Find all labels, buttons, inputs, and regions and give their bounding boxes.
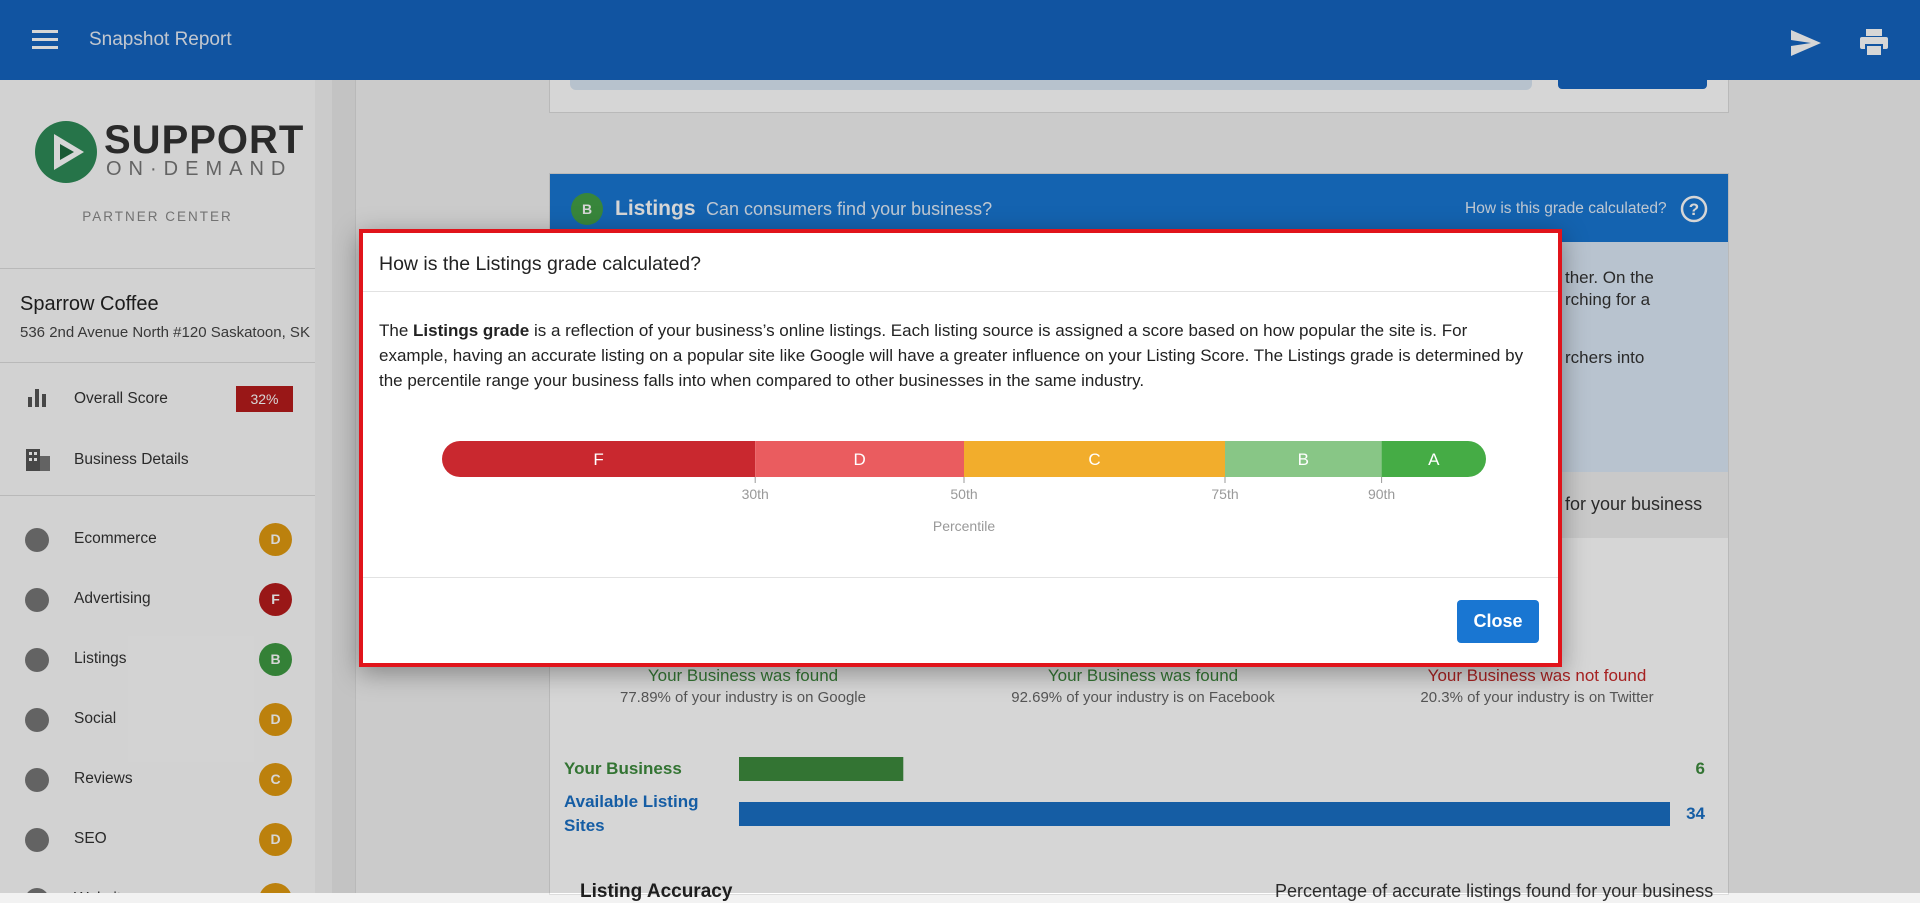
help-icon[interactable]: ? <box>1680 195 1708 223</box>
nav-overall[interactable]: Overall Score <box>74 390 168 407</box>
nav-section[interactable]: SEO <box>74 830 107 847</box>
text-fragment: ther. On the <box>1565 268 1654 287</box>
count-label-line: Sites <box>564 816 605 835</box>
axis-label: Percentile <box>933 518 995 534</box>
text-fragment: rching for a <box>1565 290 1651 309</box>
modal-body: The Listings grade is a reflection of yo… <box>379 318 1529 393</box>
svg-text:?: ? <box>1689 200 1699 219</box>
tick-label: 90th <box>1368 486 1395 502</box>
grade-label: B <box>1298 450 1309 469</box>
body-bold: Listings grade <box>413 321 530 340</box>
grade-segment <box>1381 441 1486 477</box>
grade-bar <box>442 441 1486 477</box>
send-icon[interactable] <box>1791 30 1821 56</box>
count-value: 6 <box>1696 759 1705 778</box>
source-status: Your Business was found <box>1047 666 1239 685</box>
count-value: 34 <box>1686 804 1705 823</box>
modal: How is the Listings grade calculated? Th… <box>359 229 1562 667</box>
grade-badge: B <box>571 193 603 225</box>
count-label: Your Business <box>564 759 682 778</box>
section-icon <box>25 708 49 732</box>
grade-segment <box>1225 441 1382 477</box>
menu-icon[interactable] <box>32 30 58 50</box>
tick-label: 30th <box>742 486 769 502</box>
listings-title: Listings <box>615 197 696 220</box>
modal-title: How is the Listings grade calculated? <box>379 253 701 275</box>
top-bar: Snapshot Report <box>0 0 1920 80</box>
nav-section[interactable]: Advertising <box>74 590 151 607</box>
divider <box>363 291 1558 292</box>
top-card <box>549 80 1729 113</box>
nav-section[interactable]: Ecommerce <box>74 530 157 547</box>
grade-badge: D <box>259 523 292 556</box>
body-text: is a reflection of your business’s onlin… <box>379 321 1524 390</box>
partner-label: PARTNER CENTER <box>82 209 233 224</box>
section-icon <box>25 588 49 612</box>
divider <box>0 268 315 269</box>
percentile-scale: F D C B A 30th 50th 75th 90th Percentile <box>442 441 1486 534</box>
text-fragment: rchers into <box>1565 348 1645 367</box>
grade-label: A <box>1428 450 1440 469</box>
help-link[interactable]: How is this grade calculated? <box>1465 200 1667 217</box>
source-note: 92.69% of your industry is on Facebook <box>1011 689 1275 706</box>
score-icon <box>28 389 46 407</box>
grade-label: F <box>593 450 603 469</box>
grade-segment <box>964 441 1225 477</box>
search-field <box>570 80 1532 90</box>
found-heading: for your business <box>1565 494 1703 514</box>
section-icon <box>25 888 49 893</box>
print-icon[interactable] <box>1860 29 1888 56</box>
listings-subtitle: Can consumers find your business? <box>706 199 993 219</box>
divider <box>0 362 315 363</box>
nav-business-details[interactable]: Business Details <box>74 451 189 468</box>
source-note: 20.3% of your industry is on Twitter <box>1420 689 1654 706</box>
grade-badge: D <box>259 703 292 736</box>
nav-section[interactable]: Listings <box>74 650 127 667</box>
nav-section[interactable]: Website <box>74 890 130 893</box>
nav-section[interactable]: Social <box>74 710 117 727</box>
business-name: Sparrow Coffee <box>20 293 159 315</box>
body-text: The <box>379 321 414 340</box>
grade-badge: B <box>259 643 292 676</box>
close-button[interactable]: Close <box>1457 600 1539 643</box>
logo-main: SUPPORT <box>104 118 305 162</box>
section-icon <box>25 828 49 852</box>
source-note: 77.89% of your industry is on Google <box>620 689 866 706</box>
business-address: 536 2nd Avenue North #120 Saskatoon, SK <box>20 324 310 341</box>
divider <box>363 577 1558 578</box>
grade-segment <box>442 441 756 477</box>
grade-label: D <box>853 450 865 469</box>
source-status: Your Business was found <box>647 666 839 685</box>
tick-label: 75th <box>1211 486 1238 502</box>
nav-section[interactable]: Reviews <box>74 770 133 787</box>
count-bar <box>739 757 904 781</box>
grade-badge: F <box>259 583 292 616</box>
grade-segment <box>755 441 964 477</box>
grade-label: C <box>1088 450 1100 469</box>
source-status: Your Business was not found <box>1427 666 1647 685</box>
logo-icon <box>35 121 97 183</box>
listing-counts: Your Business 6 Available Listing Sites 34 <box>564 757 1706 835</box>
sidebar: SUPPORT ON·DEMAND PARTNER CENTER Sparrow… <box>0 80 315 893</box>
page-title: Snapshot Report <box>89 29 232 50</box>
section-icon <box>25 768 49 792</box>
tick-label: 50th <box>950 486 977 502</box>
gutter <box>332 80 356 893</box>
count-label: Available Listing Sites <box>564 792 698 835</box>
section-icon <box>25 648 49 672</box>
grade-badge: C <box>259 763 292 796</box>
section-icon <box>25 528 49 552</box>
overall-badge: 32% <box>236 386 293 412</box>
divider <box>0 495 315 496</box>
grade-badge: D <box>259 823 292 856</box>
count-label-line: Available Listing <box>564 792 698 811</box>
search-button <box>1558 80 1707 89</box>
business-icon <box>26 449 50 471</box>
logo-sub: ON·DEMAND <box>106 158 293 180</box>
count-bar <box>739 802 1670 826</box>
grade-badge: D <box>259 883 292 893</box>
